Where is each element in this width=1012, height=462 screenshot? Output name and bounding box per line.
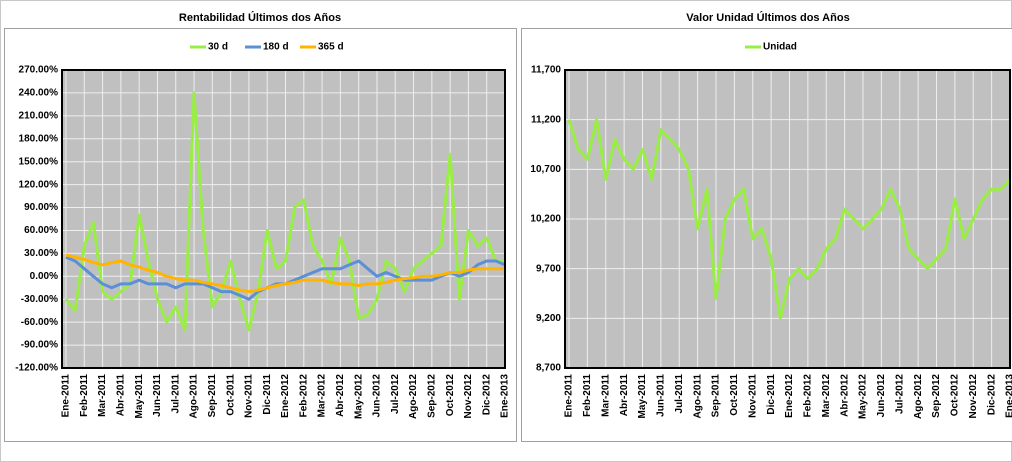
x-tick-label: Ago-2011 <box>189 374 200 419</box>
y-tick-label: 11,200 <box>531 114 561 125</box>
legend-label: 30 d <box>208 42 228 53</box>
x-tick-label: Sep-2011 <box>711 374 722 418</box>
x-tick-label: Nov-2012 <box>463 374 474 419</box>
plot-border <box>564 69 1011 369</box>
y-tick-label: 8,700 <box>536 363 561 374</box>
y-tick-label: -120.00% <box>15 363 58 374</box>
x-tick-label: Dic-2012 <box>986 374 997 416</box>
y-tick-label: -30.00% <box>21 294 58 305</box>
y-tick-label: 90.00% <box>24 202 58 213</box>
y-tick-label: -60.00% <box>21 317 58 328</box>
x-tick-label: Jul-2012 <box>894 374 905 414</box>
x-tick-label: Mar-2012 <box>821 374 832 418</box>
series-line <box>65 253 505 294</box>
legend-label: Unidad <box>763 42 797 53</box>
x-tick-label: Ene-2013 <box>500 374 511 418</box>
x-tick-label: Jun-2012 <box>372 374 383 418</box>
series-line <box>567 118 1012 320</box>
x-tick-label: Ago-2012 <box>913 374 924 419</box>
x-tick-label: Feb-2012 <box>803 374 814 418</box>
x-tick-label: Jul-2011 <box>170 374 181 414</box>
x-tick-label: Dic-2012 <box>481 374 492 416</box>
y-tick-label: 210.00% <box>19 110 59 121</box>
chart-title: Rentabilidad Últimos dos Años <box>179 11 341 24</box>
x-tick-label: Ene-2011 <box>61 374 72 418</box>
x-tick-label: Nov-2011 <box>747 374 758 418</box>
x-tick-label: Dic-2011 <box>262 374 273 415</box>
chart-title: Valor Unidad Últimos dos Años <box>686 11 849 24</box>
x-tick-label: Dic-2011 <box>766 374 777 415</box>
series-line <box>64 91 505 332</box>
x-tick-label: Abr-2011 <box>619 374 630 417</box>
x-tick-label: Sep-2011 <box>207 374 218 418</box>
x-tick-label: Nov-2011 <box>244 374 255 418</box>
x-tick-label: Ene-2012 <box>784 374 795 418</box>
x-tick-label: Feb-2011 <box>79 374 90 417</box>
x-tick-label: Oct-2011 <box>729 374 740 416</box>
x-tick-label: Feb-2011 <box>582 374 593 417</box>
x-tick-label: Jul-2012 <box>390 374 401 414</box>
legend-label: 180 d <box>263 42 289 53</box>
x-tick-label: Jun-2011 <box>152 374 163 417</box>
y-tick-label: 150.00% <box>19 156 59 167</box>
x-tick-label: Ago-2012 <box>408 374 419 419</box>
x-tick-label: Ene-2012 <box>280 374 291 418</box>
x-tick-label: Ene-2013 <box>1005 374 1012 418</box>
x-tick-label: Mar-2012 <box>317 374 328 418</box>
y-tick-label: 240.00% <box>19 88 59 99</box>
y-tick-label: 10,200 <box>530 214 561 225</box>
x-tick-label: Oct-2012 <box>445 374 456 417</box>
x-tick-label: Sep-2012 <box>931 374 942 418</box>
x-tick-label: Jun-2012 <box>876 374 887 418</box>
x-tick-label: May-2012 <box>858 374 869 419</box>
x-tick-label: Nov-2012 <box>968 374 979 419</box>
y-tick-label: 60.00% <box>24 225 58 236</box>
x-tick-label: May-2011 <box>637 374 648 419</box>
x-tick-label: Abr-2012 <box>839 374 850 417</box>
x-tick-label: Ene-2011 <box>564 374 575 418</box>
y-tick-label: 9,700 <box>536 263 561 274</box>
x-tick-label: Ago-2011 <box>692 374 703 419</box>
legend-label: 365 d <box>318 42 344 53</box>
x-tick-label: Oct-2012 <box>950 374 961 417</box>
y-tick-label: 11,700 <box>531 65 561 76</box>
x-tick-label: Jul-2011 <box>674 374 685 414</box>
y-tick-label: -90.00% <box>21 340 58 351</box>
y-tick-label: 270.00% <box>19 65 59 76</box>
x-tick-label: Jun-2011 <box>656 374 667 417</box>
x-tick-label: Oct-2011 <box>225 374 236 416</box>
y-tick-label: 0.00% <box>30 271 58 282</box>
y-tick-label: 30.00% <box>24 248 58 259</box>
x-tick-label: Feb-2012 <box>298 374 309 418</box>
plot-border <box>61 69 506 369</box>
x-tick-label: Abr-2011 <box>116 374 127 417</box>
x-tick-label: Sep-2012 <box>426 374 437 418</box>
y-tick-label: 180.00% <box>19 133 59 144</box>
y-tick-label: 10,700 <box>530 164 561 175</box>
x-tick-label: May-2011 <box>134 374 145 419</box>
x-tick-label: Abr-2012 <box>335 374 346 417</box>
y-tick-label: 9,200 <box>536 313 561 324</box>
plot-area <box>62 70 505 368</box>
x-tick-label: Mar-2011 <box>97 374 108 417</box>
x-tick-label: May-2012 <box>353 374 364 419</box>
x-tick-label: Mar-2011 <box>600 374 611 417</box>
y-tick-label: 120.00% <box>19 179 59 190</box>
